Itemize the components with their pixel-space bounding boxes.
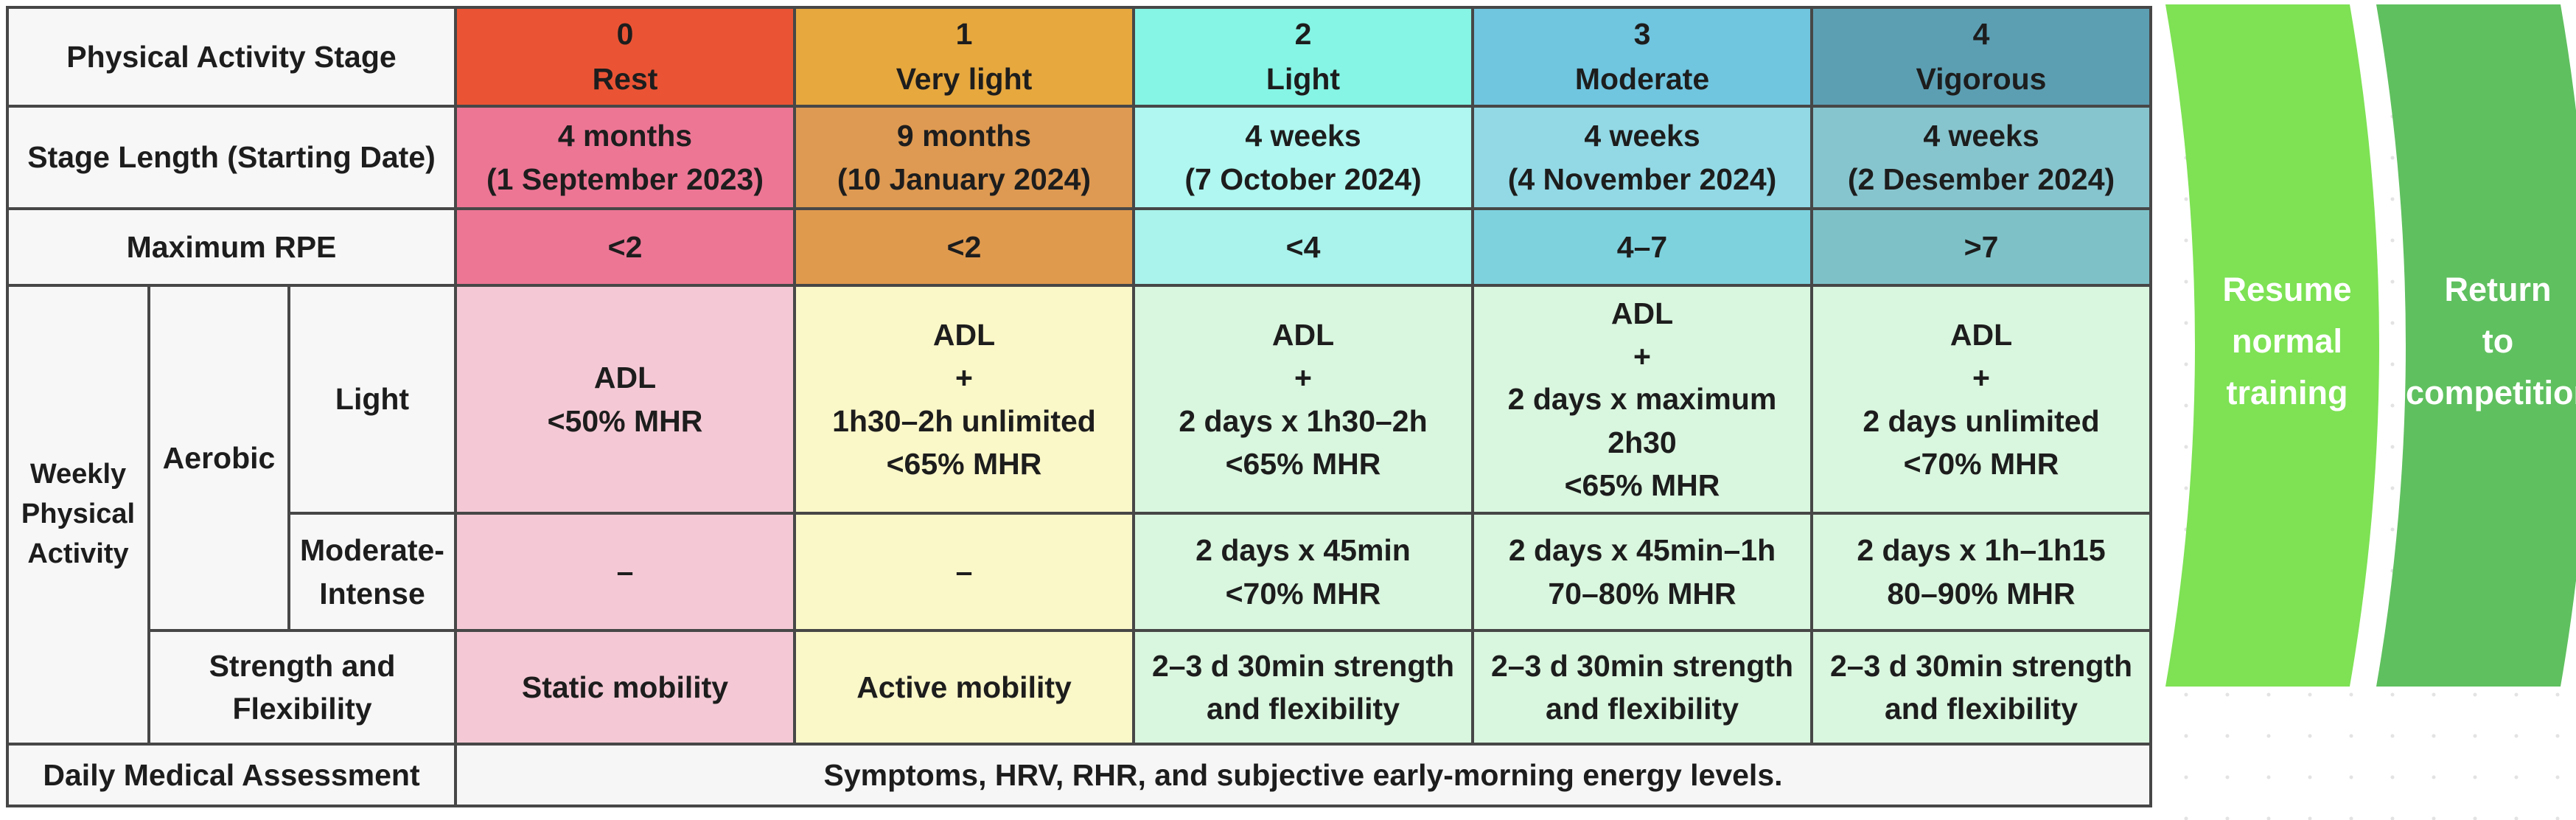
stage-0-rpe-cell: <2 — [457, 210, 793, 284]
stage-0-header-text: 0 Rest — [592, 16, 658, 97]
stage-table: Physical Activity Stage 0 Rest 1 Very ligh… — [6, 6, 2152, 807]
stage-1-rpe-cell: <2 — [796, 210, 1132, 284]
row-label-stage: Physical Activity Stage — [9, 9, 454, 105]
stage-0-strength-cell: Static mobility — [457, 632, 793, 743]
stage-3-aerobic-light-cell: ADL + 2 days x maximum 2h30 <65% MHR — [1474, 287, 1810, 512]
banner-resume-normal-training-label: Resume normal training — [2222, 271, 2352, 411]
row-label-daily-medical-assessment: Daily Medical Assessment — [9, 746, 454, 805]
row-label-aerobic-moderate-intense: Moderate- Intense — [290, 515, 454, 629]
row-label-aerobic-light: Light — [290, 287, 454, 512]
stage-2-aerobic-moderate-cell: 2 days x 45min <70% MHR — [1135, 515, 1471, 629]
stage-4-header: 4 Vigorous — [1813, 9, 2149, 105]
stage-3-header-text: 3 Moderate — [1574, 16, 1710, 97]
row-label-weekly-physical-activity: Weekly Physical Activity — [9, 287, 147, 743]
stage-3-header: 3 Moderate — [1474, 9, 1810, 105]
stage-3-aerobic-moderate-cell: 2 days x 45min–1h 70–80% MHR — [1474, 515, 1810, 629]
stage-4-rpe-cell: >7 — [1813, 210, 2149, 284]
stage-3-length-cell: 4 weeks (4 November 2024) — [1474, 108, 1810, 207]
stage-0-header: 0 Rest — [457, 9, 793, 105]
banner-area: Resume normal training Return to competi… — [2155, 0, 2576, 820]
row-label-stage-length: Stage Length (Starting Date) — [9, 108, 454, 207]
stage-4-header-text: 4 Vigorous — [1916, 16, 2047, 97]
stage-1-aerobic-moderate-cell: – — [796, 515, 1132, 629]
banner-chevron-shape — [2165, 4, 2379, 687]
stage-3-rpe-cell: 4–7 — [1474, 210, 1810, 284]
banner-resume-normal-training: Resume normal training — [2165, 4, 2381, 687]
stage-1-aerobic-light-cell: ADL + 1h30–2h unlimited <65% MHR — [796, 287, 1132, 512]
stage-4-aerobic-moderate-cell: 2 days x 1h–1h15 80–90% MHR — [1813, 515, 2149, 629]
stage-1-length-cell: 9 months (10 January 2024) — [796, 108, 1132, 207]
stage-2-rpe-cell: <4 — [1135, 210, 1471, 284]
banner-chevron-path — [2165, 4, 2379, 687]
stage-0-length-cell: 4 months (1 September 2023) — [457, 108, 793, 207]
stage-2-header-text: 2 Light — [1266, 16, 1341, 97]
banner-chevron-path — [2376, 4, 2576, 687]
stage-2-aerobic-light-cell: ADL + 2 days x 1h30–2h <65% MHR — [1135, 287, 1471, 512]
stage-1-header: 1 Very light — [796, 9, 1132, 105]
stage-4-length-cell: 4 weeks (2 Desember 2024) — [1813, 108, 2149, 207]
banner-chevron-shape — [2376, 4, 2576, 687]
stage-1-header-text: 1 Very light — [896, 16, 1033, 97]
stage-2-header: 2 Light — [1135, 9, 1471, 105]
row-label-strength-flexibility: Strength and Flexibility — [150, 632, 454, 743]
banner-return-to-competition: Return to competition — [2376, 4, 2576, 687]
stage-4-aerobic-light-cell: ADL + 2 days unlimited <70% MHR — [1813, 287, 2149, 512]
stage-1-strength-cell: Active mobility — [796, 632, 1132, 743]
banner-return-to-competition-label: Return to competition — [2406, 271, 2576, 411]
stage-0-aerobic-moderate-cell: – — [457, 515, 793, 629]
stage-2-length-cell: 4 weeks (7 October 2024) — [1135, 108, 1471, 207]
row-label-aerobic: Aerobic — [150, 287, 287, 629]
stage-0-aerobic-light-cell: ADL <50% MHR — [457, 287, 793, 512]
daily-medical-assessment-value: Symptoms, HRV, RHR, and subjective early… — [457, 746, 2149, 805]
stage-2-strength-cell: 2–3 d 30min strength and flexibility — [1135, 632, 1471, 743]
stage-3-strength-cell: 2–3 d 30min strength and flexibility — [1474, 632, 1810, 743]
row-label-max-rpe: Maximum RPE — [9, 210, 454, 284]
stage-4-strength-cell: 2–3 d 30min strength and flexibility — [1813, 632, 2149, 743]
